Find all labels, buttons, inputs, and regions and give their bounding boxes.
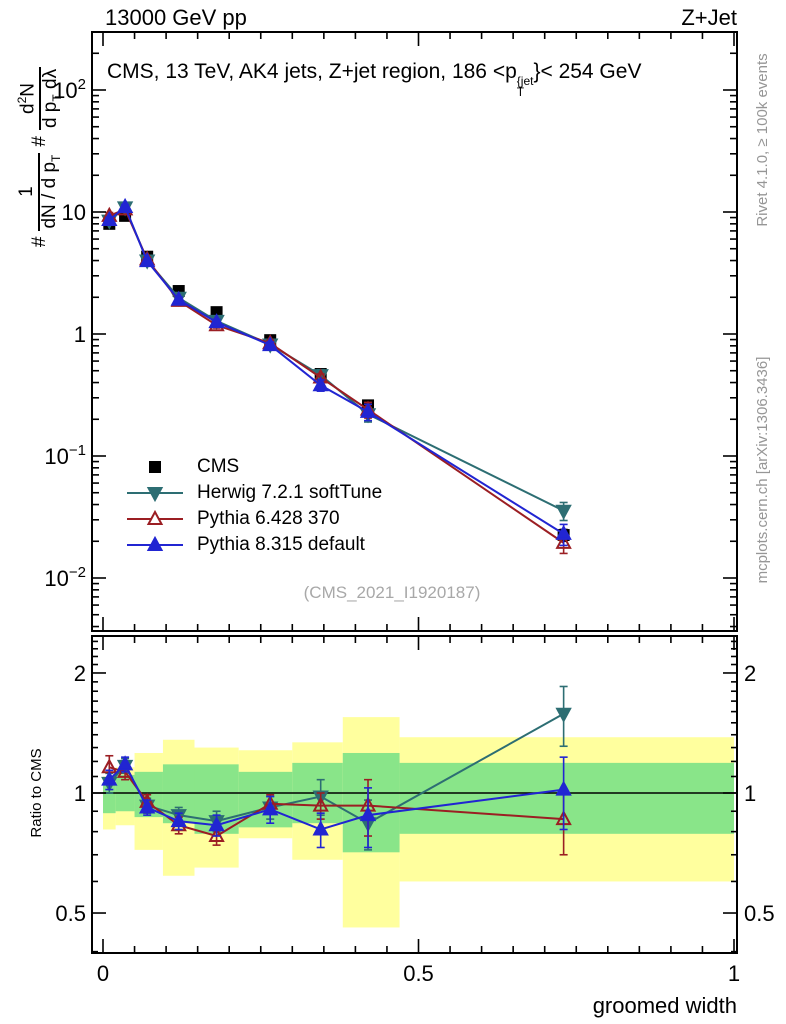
legend-label-pythia8: Pythia 8.315 default	[197, 534, 365, 555]
triangle-up-marker	[555, 524, 572, 540]
ratio-y-tick-label-right: 1	[744, 781, 756, 806]
series-ratio-pythia-8-315-default	[101, 755, 572, 849]
ratio-y-axis-title: Ratio to CMS	[27, 748, 45, 838]
triangle-up-marker	[138, 251, 156, 268]
triangle-up-marker	[312, 820, 329, 836]
ratio-panel-frame	[91, 635, 738, 954]
mcplots-arxiv-note: mcplots.cern.ch [arXiv:1306.3436]	[753, 356, 771, 584]
triangle-up-marker	[262, 800, 279, 816]
ylabel-frac1-den-sub: T	[48, 154, 63, 162]
x-axis-title: groomed width	[592, 993, 737, 1018]
legend-label-pythia6: Pythia 6.428 370	[197, 508, 340, 529]
legend-triangle-down-marker	[146, 487, 164, 503]
ylabel-frac2-den-sub: T	[49, 94, 64, 102]
legend-item-pythia6: Pythia 6.428 370	[125, 506, 382, 532]
triangle-up-marker	[555, 533, 572, 549]
triangle-up-marker	[101, 210, 118, 226]
plot-title-prefix: CMS, 13 TeV, AK4 jets, Z+jet region, 186…	[107, 60, 517, 83]
triangle-up-marker	[262, 336, 279, 352]
triangle-up-marker	[208, 826, 225, 843]
legend-item-herwig: Herwig 7.2.1 softTune	[125, 480, 382, 506]
legend-item-cms: CMS	[125, 454, 382, 480]
green-band-segment	[103, 782, 116, 814]
x-tick-label: 0.5	[403, 961, 434, 986]
triangle-up-marker	[359, 806, 377, 822]
axis-tick-labels: 102 10 1 10−1 10−2 2 2 1 1 0.5 0.5 0 0.5 1	[44, 76, 774, 986]
plot-title-sup: {jet	[516, 74, 534, 88]
ylabel-frac1-den: dN / d pT	[37, 152, 63, 231]
ylabel-hash-1: #	[29, 236, 50, 248]
ratio-y-tick-label-left: 0.5	[55, 901, 86, 926]
legend-triangle-up-marker	[146, 535, 164, 551]
legend-square-marker	[149, 461, 161, 473]
series-main-pythia-8-315-default	[101, 197, 572, 547]
main-y-tick-label: 1	[74, 322, 86, 347]
x-tick-label: 0	[97, 961, 109, 986]
legend: CMS Herwig 7.2.1 softTune Pythia 6.428 3…	[125, 454, 382, 558]
axis-ticks	[92, 32, 737, 953]
main-y-tick-label: 10−1	[44, 442, 86, 469]
x-tick-label: 1	[728, 961, 740, 986]
triangle-up-marker	[170, 290, 187, 306]
beam-energy-label: 13000 GeV pp	[105, 5, 247, 30]
triangle-up-marker	[138, 798, 156, 814]
plot-title-sub: T	[516, 85, 525, 99]
ylabel-frac2-den-pre: d p	[40, 101, 62, 129]
triangle-down-marker	[555, 504, 572, 520]
ylabel-frac2-num-post: N	[17, 82, 39, 97]
herwig-marker-icon	[127, 487, 183, 503]
legend-triangle-up-marker	[146, 509, 164, 525]
ylabel-fraction-1: 1 dN / d pT	[16, 152, 63, 231]
triangle-down-marker	[555, 707, 572, 723]
triangle-up-marker	[170, 812, 187, 828]
pythia8-marker-icon	[127, 535, 183, 551]
legend-item-pythia8: Pythia 8.315 default	[125, 532, 382, 558]
analysis-id-watermark: (CMS_2021_I1920187)	[303, 583, 481, 602]
ylabel-hash-2: #	[29, 136, 50, 147]
triangle-up-marker	[101, 770, 118, 786]
ylabel-frac1-den-text: dN / d p	[38, 161, 60, 229]
ratio-y-tick-label-left: 2	[74, 661, 86, 686]
ratio-y-tick-label-left: 1	[74, 781, 86, 806]
plot-title-supsub: {jet T	[516, 74, 534, 99]
triangle-up-marker	[555, 780, 572, 796]
legend-label-herwig: Herwig 7.2.1 softTune	[197, 482, 383, 503]
triangle-up-marker	[208, 313, 225, 329]
triangle-up-marker	[116, 755, 134, 771]
plot-title-suffix: }< 254 GeV	[533, 60, 642, 83]
ratio-y-tick-label-right: 0.5	[744, 901, 775, 926]
legend-label-cms: CMS	[197, 456, 240, 477]
ylabel-frac2-num: d2N	[15, 82, 39, 114]
ylabel-frac2-num-pre: d	[17, 103, 39, 114]
main-y-axis-title: # 1 dN / d pT # d2N d pT dλ	[10, 23, 70, 287]
process-label: Z+Jet	[681, 5, 737, 30]
triangle-up-marker	[208, 816, 225, 832]
plot-title: CMS, 13 TeV, AK4 jets, Z+jet region, 186…	[107, 60, 641, 98]
main-y-tick-label: 10−2	[44, 564, 86, 591]
triangle-up-marker	[359, 402, 377, 418]
rivet-version-note: Rivet 4.1.0, ≥ 100k events	[753, 53, 771, 227]
ylabel-fraction-2: d2N d pT dλ	[15, 66, 64, 131]
ylabel-frac1-num: 1	[16, 186, 38, 197]
cms-marker-icon	[149, 461, 161, 473]
triangle-up-marker	[312, 796, 329, 812]
ylabel-frac2-den: d pT dλ	[39, 66, 64, 131]
triangle-up-marker	[312, 376, 329, 392]
main-panel-frame	[91, 31, 738, 632]
pythia6-marker-icon	[127, 509, 183, 525]
main-y-tick-label: 10	[62, 200, 86, 225]
ylabel-frac2-den-post: dλ	[40, 68, 62, 95]
ratio-y-tick-label-right: 2	[744, 661, 756, 686]
main-y-tick-label: 102	[53, 76, 86, 103]
ylabel-frac2-num-sup: 2	[15, 96, 30, 104]
triangle-up-marker	[116, 197, 134, 213]
